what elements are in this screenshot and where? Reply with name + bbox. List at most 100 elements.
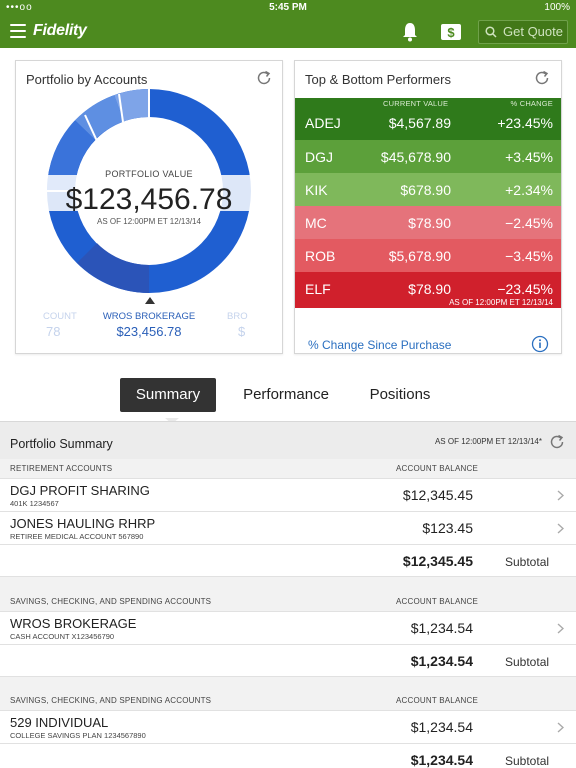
- performer-change: +2.34%: [505, 182, 553, 198]
- performer-symbol: ADEJ: [305, 115, 341, 131]
- subtotal-row: $12,345.45 Subtotal: [0, 544, 576, 577]
- section-header-savings: SAVINGS, CHECKING, AND SPENDING ACCOUNTS…: [0, 691, 576, 711]
- account-name: DGJ PROFIT SHARING: [10, 483, 150, 498]
- prev-account-name[interactable]: COUNT: [43, 311, 77, 322]
- account-balance: $12,345.45: [402, 487, 473, 503]
- performer-change: −2.45%: [505, 215, 553, 231]
- donut-segment-a: [114, 89, 150, 122]
- portfolio-donut-chart[interactable]: PORTFOLIO VALUE $123,456.78 AS OF 12:00P…: [46, 89, 251, 293]
- account-subtitle: COLLEGE SAVINGS PLAN 1234567890: [10, 731, 146, 740]
- section-header-savings: SAVINGS, CHECKING, AND SPENDING ACCOUNTS…: [0, 592, 576, 612]
- top-bottom-performers-card: Top & Bottom Performers CURRENT VALUE % …: [294, 60, 562, 354]
- fidelity-logo: Fidelity: [33, 22, 87, 39]
- subtotal-row: $1,234.54 Subtotal: [0, 743, 576, 768]
- summary-as-of: AS OF 12:00PM ET 12/13/14*: [434, 437, 542, 446]
- performer-row-adej[interactable]: CURRENT VALUE % CHANGE ADEJ $4,567.89 +2…: [295, 98, 561, 140]
- battery-level: 100%: [544, 2, 570, 13]
- menu-icon[interactable]: [10, 24, 26, 38]
- section-title: RETIREMENT ACCOUNTS: [10, 464, 113, 473]
- view-tabs: Summary Performance Positions: [0, 378, 576, 418]
- nav-bar: Fidelity $ Get Quote: [0, 16, 576, 48]
- chevron-right-icon: [557, 490, 564, 501]
- section-title: SAVINGS, CHECKING, AND SPENDING ACCOUNTS: [10, 696, 212, 705]
- chevron-right-icon: [557, 623, 564, 634]
- performers-as-of: AS OF 12:00PM ET 12/13/14: [449, 298, 553, 307]
- change-header: % CHANGE: [510, 99, 553, 108]
- account-row[interactable]: 529 INDIVIDUAL COLLEGE SAVINGS PLAN 1234…: [0, 710, 576, 743]
- refresh-icon[interactable]: [533, 69, 551, 87]
- performer-row-rob[interactable]: ROB $5,678.90 −3.45%: [295, 239, 561, 272]
- account-name: 529 INDIVIDUAL: [10, 715, 109, 730]
- selected-account-name[interactable]: WROS BROKERAGE: [102, 311, 196, 322]
- performer-change: +3.45%: [505, 149, 553, 165]
- svg-text:$: $: [447, 25, 455, 40]
- performer-value: $5,678.90: [388, 248, 451, 264]
- account-balance-header: ACCOUNT BALANCE: [396, 597, 478, 606]
- account-row[interactable]: DGJ PROFIT SHARING 401K 1234567 $12,345.…: [0, 478, 576, 511]
- performer-change: −23.45%: [497, 281, 553, 297]
- performer-symbol: KIK: [305, 182, 328, 198]
- search-icon: [485, 26, 497, 38]
- account-row[interactable]: WROS BROKERAGE CASH ACCOUNT X123456790 $…: [0, 611, 576, 644]
- donut-segment-selected: [77, 242, 150, 293]
- subtotal-label: Subtotal: [505, 555, 550, 569]
- subtotal-label: Subtotal: [505, 754, 550, 768]
- refresh-icon[interactable]: [548, 433, 566, 451]
- summary-title: Portfolio Summary: [10, 437, 113, 451]
- bell-icon[interactable]: [401, 22, 419, 42]
- account-subtitle: RETIREE MEDICAL ACCOUNT 567890: [10, 532, 144, 541]
- tab-summary[interactable]: Summary: [120, 378, 216, 412]
- tab-positions[interactable]: Positions: [369, 386, 431, 403]
- performer-symbol: ROB: [305, 248, 336, 264]
- performer-value: $78.90: [408, 281, 451, 297]
- portfolio-value: $123,456.78: [65, 183, 233, 216]
- next-account-value[interactable]: $: [238, 324, 246, 339]
- donut-segment-b: [74, 95, 125, 141]
- section-title: SAVINGS, CHECKING, AND SPENDING ACCOUNTS: [10, 597, 212, 606]
- performer-change: −3.45%: [505, 248, 553, 264]
- performer-row-elf[interactable]: ELF $78.90 −23.45% AS OF 12:00PM ET 12/1…: [295, 272, 561, 308]
- change-since-purchase-link[interactable]: % Change Since Purchase: [308, 338, 452, 352]
- performer-row-mc[interactable]: MC $78.90 −2.45%: [295, 206, 561, 239]
- card-title: Portfolio by Accounts: [26, 72, 148, 87]
- account-balance: $1,234.54: [410, 620, 473, 636]
- portfolio-value-label: PORTFOLIO VALUE: [105, 169, 193, 179]
- account-balance: $1,234.54: [410, 719, 473, 735]
- subtotal-amount: $1,234.54: [410, 653, 473, 669]
- account-balance-header: ACCOUNT BALANCE: [396, 464, 478, 473]
- current-value-header: CURRENT VALUE: [383, 99, 449, 108]
- subtotal-row: $1,234.54 Subtotal: [0, 644, 576, 677]
- refresh-icon[interactable]: [255, 69, 273, 87]
- summary-header: Portfolio Summary AS OF 12:00PM ET 12/13…: [0, 421, 576, 459]
- card-title: Top & Bottom Performers: [305, 72, 451, 87]
- account-balance-header: ACCOUNT BALANCE: [396, 696, 478, 705]
- get-quote-search[interactable]: Get Quote: [478, 20, 568, 44]
- next-account-name[interactable]: BRO: [227, 311, 248, 322]
- info-icon[interactable]: [531, 335, 549, 353]
- transfer-money-icon[interactable]: $: [440, 23, 462, 41]
- account-balance: $123.45: [422, 520, 473, 536]
- status-time: 5:45 PM: [269, 2, 307, 13]
- portfolio-as-of: AS OF 12:00PM ET 12/13/14: [97, 217, 201, 226]
- signal-indicator: •••oo: [6, 2, 33, 13]
- portfolio-value-band: [47, 175, 251, 211]
- performer-symbol: DGJ: [305, 149, 333, 165]
- account-row[interactable]: JONES HAULING RHRP RETIREE MEDICAL ACCOU…: [0, 511, 576, 544]
- section-header-retirement: RETIREMENT ACCOUNTS ACCOUNT BALANCE: [0, 459, 576, 479]
- selected-account-pointer: [145, 297, 155, 304]
- performer-row-dgj[interactable]: DGJ $45,678.90 +3.45%: [295, 140, 561, 173]
- tab-performance[interactable]: Performance: [243, 386, 329, 403]
- performer-row-kik[interactable]: KIK $678.90 +2.34%: [295, 173, 561, 206]
- performer-symbol: ELF: [305, 281, 331, 297]
- chevron-right-icon: [557, 523, 564, 534]
- selected-account-value[interactable]: $23,456.78: [116, 324, 182, 339]
- prev-account-value[interactable]: 78: [46, 324, 61, 339]
- performer-value: $78.90: [408, 215, 451, 231]
- subtotal-amount: $1,234.54: [410, 752, 473, 768]
- performer-symbol: MC: [305, 215, 327, 231]
- account-name: JONES HAULING RHRP: [10, 516, 156, 531]
- performer-change: +23.45%: [497, 115, 553, 131]
- portfolio-accounts-card: Portfolio by Accounts PORTFOLIO VALUE $1…: [15, 60, 283, 354]
- get-quote-placeholder: Get Quote: [503, 24, 563, 39]
- subtotal-label: Subtotal: [505, 655, 550, 669]
